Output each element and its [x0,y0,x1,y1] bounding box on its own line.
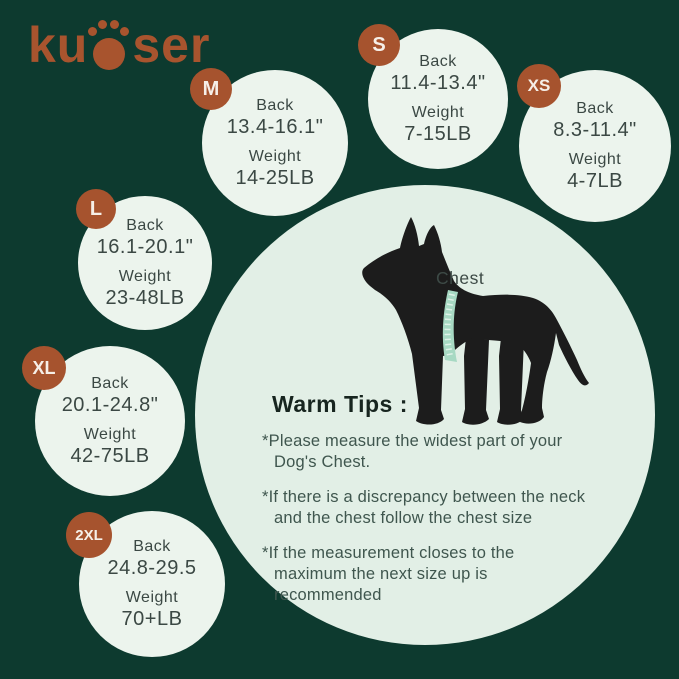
dog-front-leg [462,338,489,425]
back-label: Back [576,99,614,117]
weight-label: Weight [118,267,172,285]
size-badge-xl: XL [22,346,66,390]
back-label: Back [91,374,129,392]
back-value: 13.4-16.1" [226,115,324,138]
measuring-tape-ticks [444,293,455,357]
back-label: Back [419,52,457,70]
chest-label: Chest [436,268,485,288]
warm-tip-item: *If the measurement closes to the maximu… [262,544,515,604]
warm-tips-section: Warm Tips : *Please measure the widest p… [262,391,586,620]
weight-label: Weight [568,150,622,168]
back-label: Back [256,96,294,114]
back-label: Back [126,216,164,234]
back-value: 8.3-11.4" [553,118,637,141]
warm-tips-heading: Warm Tips : [272,391,408,417]
back-value: 20.1-24.8" [61,393,159,416]
dog-body [362,217,589,425]
size-badge-m: M [190,68,232,110]
logo-text-suffix: ser [132,17,211,73]
back-value: 16.1-20.1" [96,235,194,258]
size-badge-s: S [358,24,400,66]
weight-value: 7-15LB [404,122,472,145]
warm-tip-item: *Please measure the widest part of your … [262,432,563,471]
weight-value: 14-25LB [235,166,315,189]
back-value: 24.8-29.5 [107,556,197,579]
size-badge-xs: XS [517,64,561,108]
size-circle-xs: XS Back 8.3-11.4" Weight 4-7LB [517,64,671,222]
dog-silhouette-icon [362,217,589,425]
weight-value: 4-7LB [567,169,623,192]
size-circle-xl: XL Back 20.1-24.8" Weight 42-75LB [22,346,185,496]
paw-icon [88,18,130,70]
size-circle-l: L Back 16.1-20.1" Weight 23-48LB [76,189,212,330]
size-badge-l: L [76,189,116,229]
weight-value: 70+LB [121,607,183,630]
weight-label: Weight [125,588,179,606]
weight-label: Weight [248,147,302,165]
back-value: 11.4-13.4" [390,71,486,94]
size-badge-2xl: 2XL [66,512,112,558]
weight-label: Weight [83,425,137,443]
weight-value: 23-48LB [105,286,185,309]
dog-rear-leg [497,338,524,425]
brand-logo: ku ser [28,18,210,70]
weight-value: 42-75LB [70,444,150,467]
weight-label: Weight [411,103,465,121]
back-label: Back [133,537,171,555]
size-circle-2xl: 2XL Back 24.8-29.5 Weight 70+LB [66,511,225,657]
size-circle-s: S Back 11.4-13.4" Weight 7-15LB [358,24,508,169]
size-circle-m: M Back 13.4-16.1" Weight 14-25LB [190,68,348,216]
warm-tip-item: *If there is a discrepancy between the n… [262,488,586,527]
logo-text-prefix: ku [28,17,89,73]
